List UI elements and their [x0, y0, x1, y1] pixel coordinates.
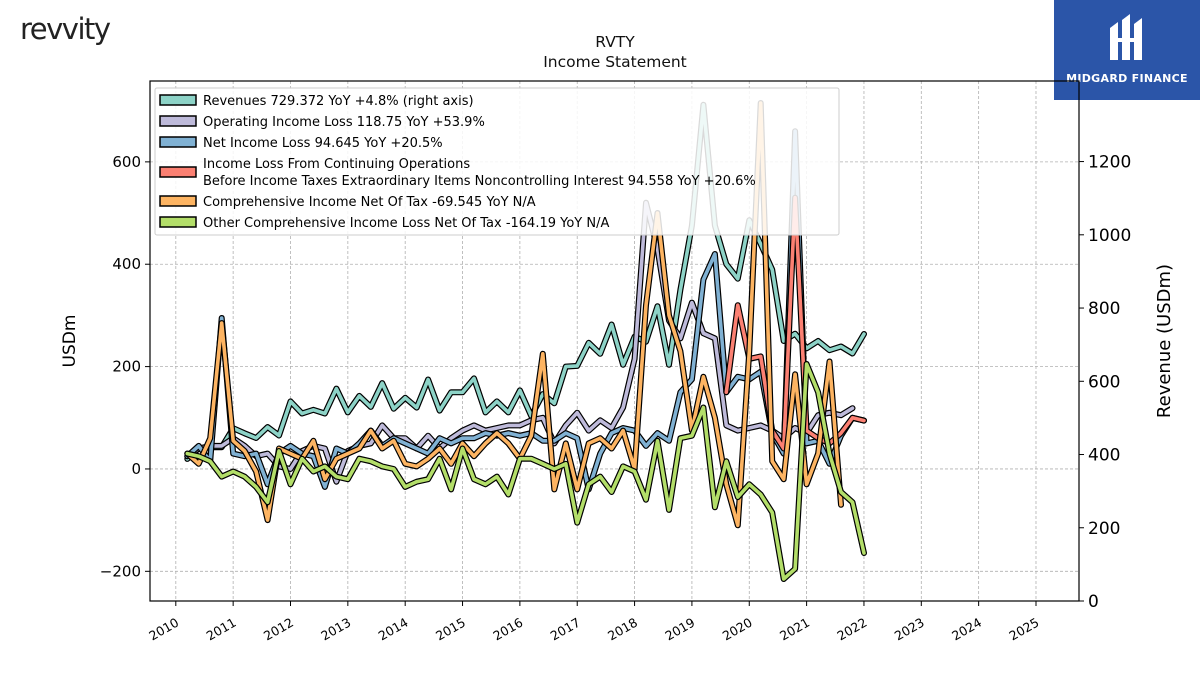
y-tick-label: 600 — [112, 153, 141, 171]
midgard-mark-icon — [1110, 14, 1142, 60]
legend-label: Net Income Loss 94.645 YoY +20.5% — [203, 136, 443, 151]
legend-label: Other Comprehensive Income Loss Net Of T… — [203, 216, 609, 231]
chart-subtitle: Income Statement — [543, 53, 687, 71]
legend-swatch — [159, 216, 197, 228]
y-tick-label: −200 — [100, 562, 141, 580]
x-tick-label: 2013 — [318, 615, 353, 644]
series-line — [185, 362, 866, 581]
series-comprehensive-income-net-of-tax — [184, 100, 844, 529]
y-tick-label: 400 — [112, 255, 141, 273]
x-tick-label: 2025 — [1006, 615, 1041, 644]
legend-swatch — [159, 94, 197, 106]
x-tick-label: 2020 — [720, 615, 755, 644]
x-tick-label: 2022 — [834, 615, 869, 644]
y2-tick-label: 600 — [1088, 372, 1120, 392]
legend-swatch — [159, 136, 197, 148]
y2-tick-label: 400 — [1088, 446, 1120, 466]
partner-name: MIDGARD FINANCE — [1066, 72, 1188, 85]
x-tick-label: 2016 — [490, 615, 525, 644]
series-net-income-loss — [184, 128, 867, 493]
x-tick-label: 2012 — [261, 615, 296, 644]
y-axis-label: USDm — [60, 315, 80, 368]
y2-axis-label: Revenue (USDm) — [1154, 264, 1175, 418]
x-tick-label: 2015 — [433, 615, 468, 644]
legend-label: Operating Income Loss 118.75 YoY +53.9% — [203, 115, 485, 130]
series-line — [185, 101, 843, 528]
legend-label: Before Income Taxes Extraordinary Items … — [203, 174, 756, 189]
y2-tick-label: 200 — [1088, 519, 1120, 539]
legend-swatch — [159, 115, 197, 127]
x-tick-label: 2021 — [777, 615, 812, 644]
midgard-finance-logo: MIDGARD FINANCE — [1054, 0, 1200, 100]
y-tick-label: 200 — [112, 358, 141, 376]
x-tick-label: 2023 — [892, 615, 927, 644]
legend-box — [154, 87, 840, 236]
y2-tick-label: 800 — [1088, 299, 1120, 319]
x-tick-label: 2018 — [605, 615, 640, 644]
legend-swatch — [159, 166, 197, 178]
series-other-comprehensive-income-loss-net-of-tax — [184, 361, 867, 582]
x-tick-label: 2017 — [548, 615, 583, 644]
series-line — [185, 129, 866, 492]
y-tick-label: 0 — [131, 460, 141, 478]
legend: Revenues 729.372 YoY +4.8% (right axis) O… — [154, 87, 840, 236]
legend-label: Income Loss From Continuing Operations — [203, 157, 470, 172]
y2-tick-label: 0 — [1088, 592, 1099, 612]
x-tick-label: 2024 — [949, 615, 984, 644]
x-tick-label: 2019 — [662, 615, 697, 644]
x-tick-label: 2011 — [204, 615, 239, 644]
legend-label: Revenues 729.372 YoY +4.8% (right axis) — [203, 94, 474, 109]
x-tick-label: 2010 — [146, 615, 181, 644]
legend-swatch — [159, 195, 197, 207]
revvity-logo: revvity — [20, 12, 111, 46]
y2-tick-label: 1200 — [1088, 153, 1131, 173]
x-tick-label: 2014 — [376, 615, 411, 644]
chart-title: RVTY — [595, 33, 635, 51]
plot-frame — [149, 80, 1080, 602]
legend-label: Comprehensive Income Net Of Tax -69.545 … — [203, 195, 536, 210]
y2-tick-label: 1000 — [1088, 226, 1131, 246]
